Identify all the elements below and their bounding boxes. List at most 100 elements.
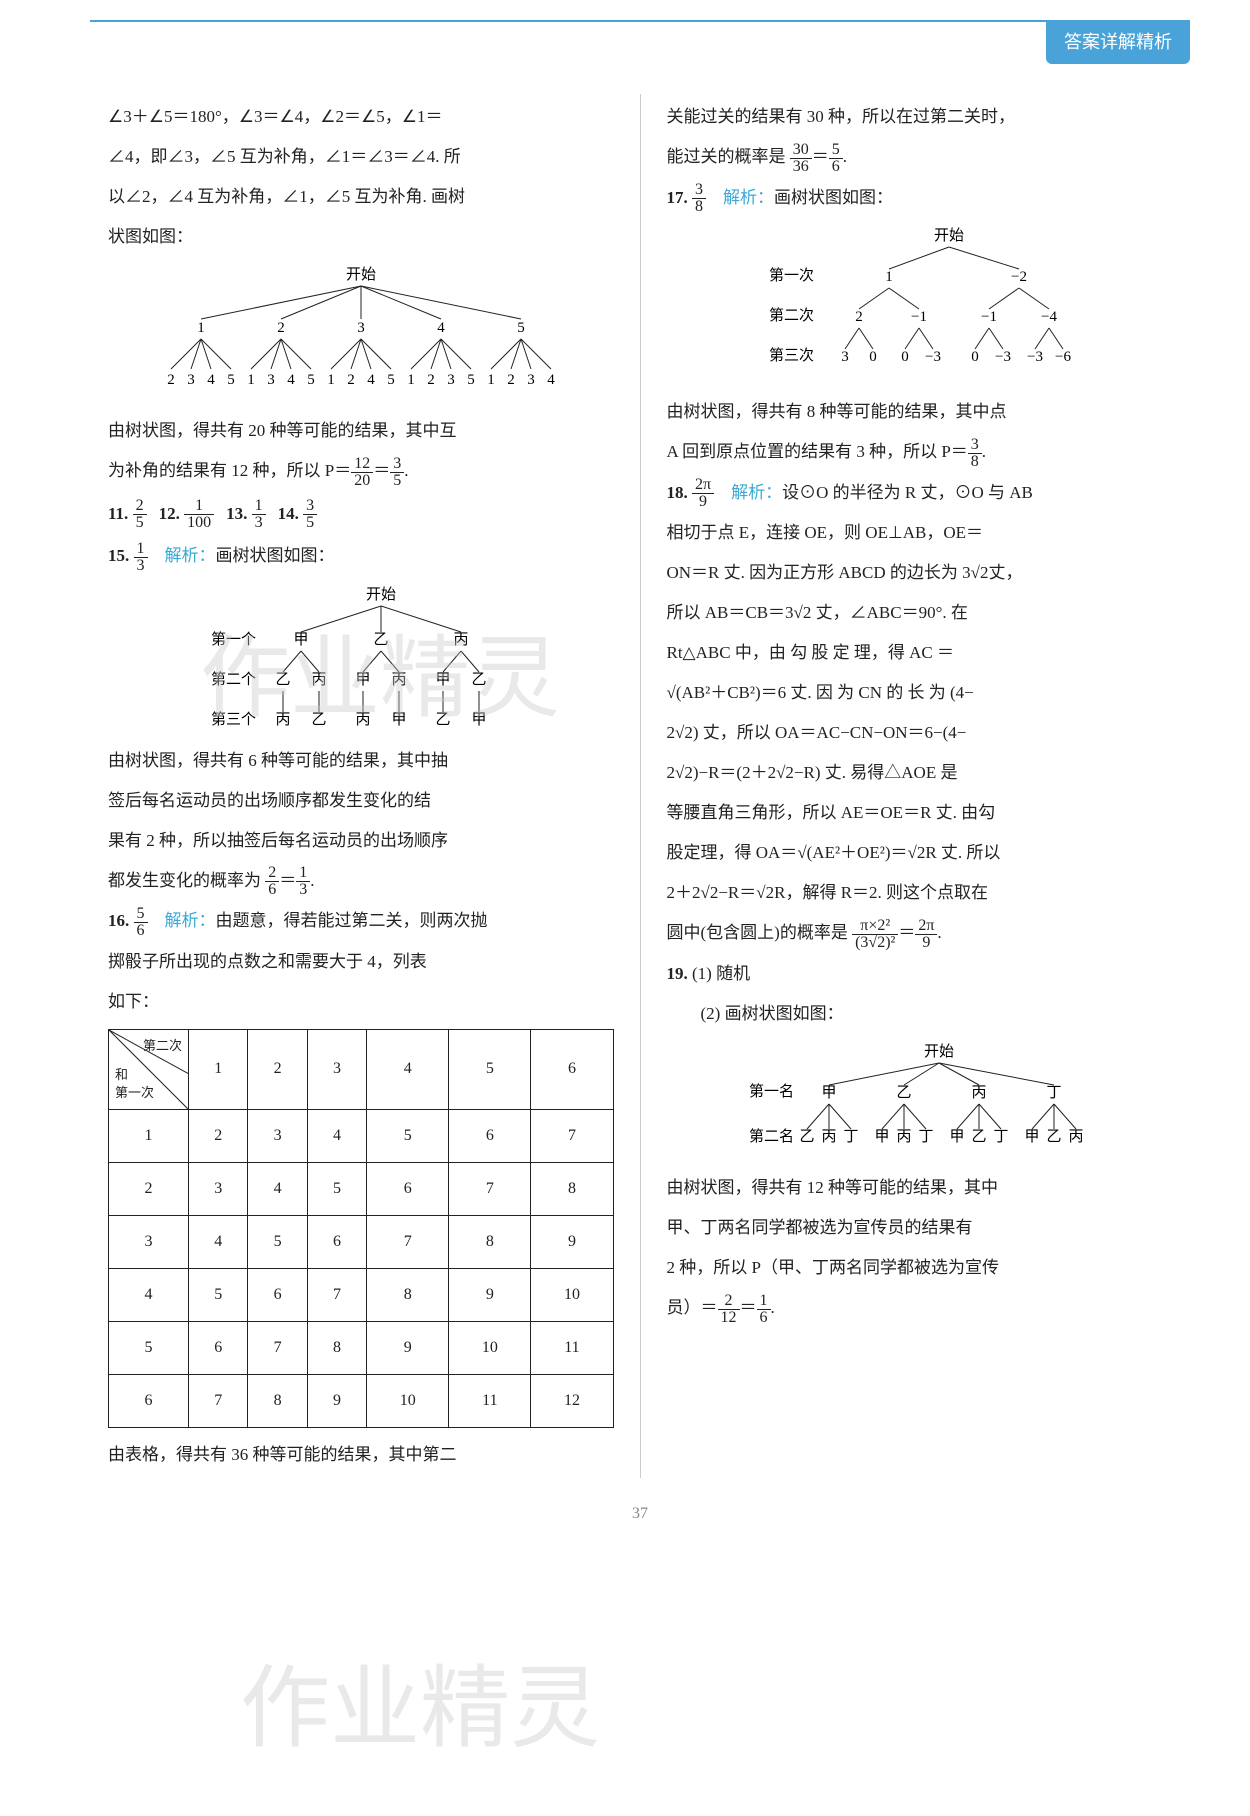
svg-text:0: 0 (870, 349, 878, 365)
svg-text:乙: 乙 (800, 1129, 815, 1145)
svg-text:乙: 乙 (373, 632, 388, 648)
svg-text:−4: −4 (1041, 309, 1057, 325)
svg-text:5: 5 (307, 372, 315, 388)
svg-text:1: 1 (197, 320, 205, 336)
svg-text:丁: 丁 (1047, 1085, 1062, 1101)
text: 2 种，所以 P（甲、丁两名同学都被选为宣传 (667, 1251, 1173, 1285)
svg-text:5: 5 (227, 372, 235, 388)
text: 签后每名运动员的出场顺序都发生变化的结 (108, 784, 614, 818)
svg-text:甲: 甲 (1025, 1129, 1040, 1145)
svg-text:开始: 开始 (924, 1043, 954, 1060)
svg-text:丙: 丙 (453, 632, 468, 648)
svg-text:4: 4 (437, 320, 445, 336)
answers-11-14: 11. 25 12. 1100 13. 13 14. 35 (108, 497, 614, 532)
svg-text:甲: 甲 (391, 712, 406, 728)
text: 2√2)−R＝(2＋2√2−R) 丈. 易得△AOE 是 (667, 756, 1173, 790)
svg-text:乙: 乙 (435, 712, 450, 728)
column-divider (640, 94, 641, 1478)
svg-text:1: 1 (247, 372, 255, 388)
svg-text:3: 3 (527, 372, 535, 388)
sum-table: 第二次 和 第一次 123456 12345672345678345678945… (108, 1029, 614, 1428)
text: 由表格，得共有 36 种等可能的结果，其中第二 (108, 1438, 614, 1472)
svg-text:5: 5 (517, 320, 525, 336)
text: 关能过关的结果有 30 种，所以在过第二关时， (667, 100, 1173, 134)
svg-text:甲: 甲 (471, 712, 486, 728)
text: ∠4，即∠3，∠5 互为补角，∠1＝∠3＝∠4. 所 (108, 140, 614, 174)
svg-text:2: 2 (347, 372, 355, 388)
svg-text:3: 3 (357, 320, 365, 336)
svg-text:乙: 乙 (275, 672, 290, 688)
text: 为补角的结果有 12 种，所以 P＝1220＝35. (108, 454, 614, 489)
text: 果有 2 种，所以抽签后每名运动员的出场顺序 (108, 824, 614, 858)
text: 由树状图，得共有 6 种等可能的结果，其中抽 (108, 744, 614, 778)
svg-text:−6: −6 (1055, 349, 1071, 365)
svg-text:丙: 丙 (275, 712, 290, 728)
svg-text:1: 1 (886, 269, 894, 285)
text: 甲、丁两名同学都被选为宣传员的结果有 (667, 1211, 1173, 1245)
watermark-2: 作业精灵 (240, 1620, 600, 1800)
tree-diagram-1: 开始 12345 23451345124512351234 (108, 264, 614, 404)
text: 2＋2√2−R＝√2R，解得 R＝2. 则这个点取在 (667, 876, 1173, 910)
svg-text:乙: 乙 (471, 672, 486, 688)
svg-text:开始: 开始 (934, 227, 964, 244)
svg-text:丁: 丁 (919, 1129, 934, 1145)
svg-text:第二名: 第二名 (749, 1127, 794, 1145)
text: ∠3＋∠5＝180°，∠3＝∠4，∠2＝∠5，∠1＝ (108, 100, 614, 134)
svg-text:丙: 丙 (391, 672, 406, 688)
svg-text:4: 4 (207, 372, 215, 388)
svg-text:4: 4 (547, 372, 555, 388)
svg-text:第一个: 第一个 (211, 630, 256, 648)
svg-text:开始: 开始 (346, 266, 376, 283)
text: √(AB²＋CB²)＝6 丈. 因 为 CN 的 长 为 (4− (667, 676, 1173, 710)
svg-text:丙: 丙 (897, 1129, 912, 1145)
text: 以∠2，∠4 互为补角，∠1，∠5 互为补角. 画树 (108, 180, 614, 214)
svg-text:甲: 甲 (355, 672, 370, 688)
svg-text:1: 1 (407, 372, 415, 388)
text: 由树状图，得共有 12 种等可能的结果，其中 (667, 1171, 1173, 1205)
text: ON＝R 丈. 因为正方形 ABCD 的边长为 3√2丈， (667, 556, 1173, 590)
svg-text:5: 5 (467, 372, 475, 388)
svg-text:2: 2 (507, 372, 515, 388)
svg-text:开始: 开始 (366, 586, 396, 603)
tree-diagram-4: 开始 第一名 第二名 甲乙丙丁乙丙丁甲丙丁甲乙丁甲乙丙 (667, 1041, 1173, 1161)
q18: 18. 2π9 解析：设⊙O 的半径为 R 丈，⊙O 与 AB (667, 476, 1173, 511)
q17: 17. 38 解析：画树状图如图： (667, 181, 1173, 216)
svg-text:−3: −3 (925, 349, 941, 365)
svg-text:甲: 甲 (875, 1129, 890, 1145)
svg-text:1: 1 (327, 372, 335, 388)
svg-text:乙: 乙 (1047, 1129, 1062, 1145)
text: 如下： (108, 985, 614, 1019)
svg-text:2: 2 (167, 372, 175, 388)
svg-text:第二个: 第二个 (211, 670, 256, 688)
text: 都发生变化的概率为 26＝13. (108, 864, 614, 899)
svg-text:甲: 甲 (435, 672, 450, 688)
text: 员）＝212＝16. (667, 1291, 1173, 1326)
svg-text:−3: −3 (995, 349, 1011, 365)
svg-text:甲: 甲 (822, 1085, 837, 1101)
svg-text:乙: 乙 (897, 1085, 912, 1101)
q15: 15. 13 解析：画树状图如图： (108, 539, 614, 574)
text: 掷骰子所出现的点数之和需要大于 4，列表 (108, 945, 614, 979)
svg-text:4: 4 (287, 372, 295, 388)
page-number: 37 (90, 1498, 1190, 1530)
header-badge: 答案详解精析 (1046, 20, 1190, 64)
svg-text:第二次: 第二次 (769, 306, 814, 324)
svg-text:丙: 丙 (311, 672, 326, 688)
svg-text:3: 3 (187, 372, 195, 388)
svg-text:丙: 丙 (355, 712, 370, 728)
text: 相切于点 E，连接 OE，则 OE⊥AB，OE＝ (667, 516, 1173, 550)
text: 等腰直角三角形，所以 AE＝OE＝R 丈. 由勾 (667, 796, 1173, 830)
text: 能过关的概率是 3036＝56. (667, 140, 1173, 175)
text: 圆中(包含圆上)的概率是 π×2²(3√2)²＝2π9. (667, 916, 1173, 951)
svg-text:丁: 丁 (994, 1129, 1009, 1145)
text: A 回到原点位置的结果有 3 种，所以 P＝38. (667, 435, 1173, 470)
left-column: ∠3＋∠5＝180°，∠3＝∠4，∠2＝∠5，∠1＝ ∠4，即∠3，∠5 互为补… (90, 94, 632, 1478)
text: Rt△ABC 中，由 勾 股 定 理，得 AC ＝ (667, 636, 1173, 670)
svg-text:−2: −2 (1011, 269, 1027, 285)
svg-text:1: 1 (487, 372, 495, 388)
svg-text:−1: −1 (911, 309, 927, 325)
q19: 19. (1) 随机 (667, 957, 1173, 991)
svg-text:第一名: 第一名 (749, 1082, 794, 1100)
svg-text:5: 5 (387, 372, 395, 388)
svg-text:丙: 丙 (972, 1085, 987, 1101)
